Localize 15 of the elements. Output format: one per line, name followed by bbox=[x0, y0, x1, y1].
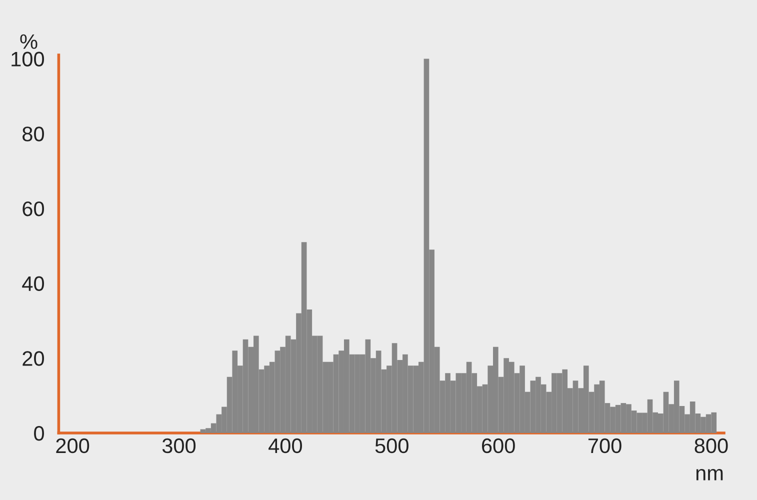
y-tick-label: 20 bbox=[22, 351, 44, 366]
x-tick-label: 700 bbox=[588, 438, 622, 454]
y-tick-label: 60 bbox=[22, 201, 44, 216]
x-axis-title: nm bbox=[696, 469, 723, 480]
y-tick-label: 100 bbox=[12, 52, 44, 66]
x-tick-label: 300 bbox=[162, 438, 196, 454]
x-tick-label: 600 bbox=[482, 438, 515, 454]
y-tick-label: 80 bbox=[22, 126, 44, 142]
y-tick-label: 40 bbox=[22, 276, 44, 292]
x-tick-label: 400 bbox=[268, 438, 302, 454]
y-tick-label: 0 bbox=[34, 426, 44, 441]
y-axis-title: % bbox=[20, 34, 38, 49]
x-tick-label: 200 bbox=[56, 438, 90, 454]
x-tick-label: 800 bbox=[694, 438, 728, 454]
x-tick-label: 500 bbox=[375, 438, 408, 454]
